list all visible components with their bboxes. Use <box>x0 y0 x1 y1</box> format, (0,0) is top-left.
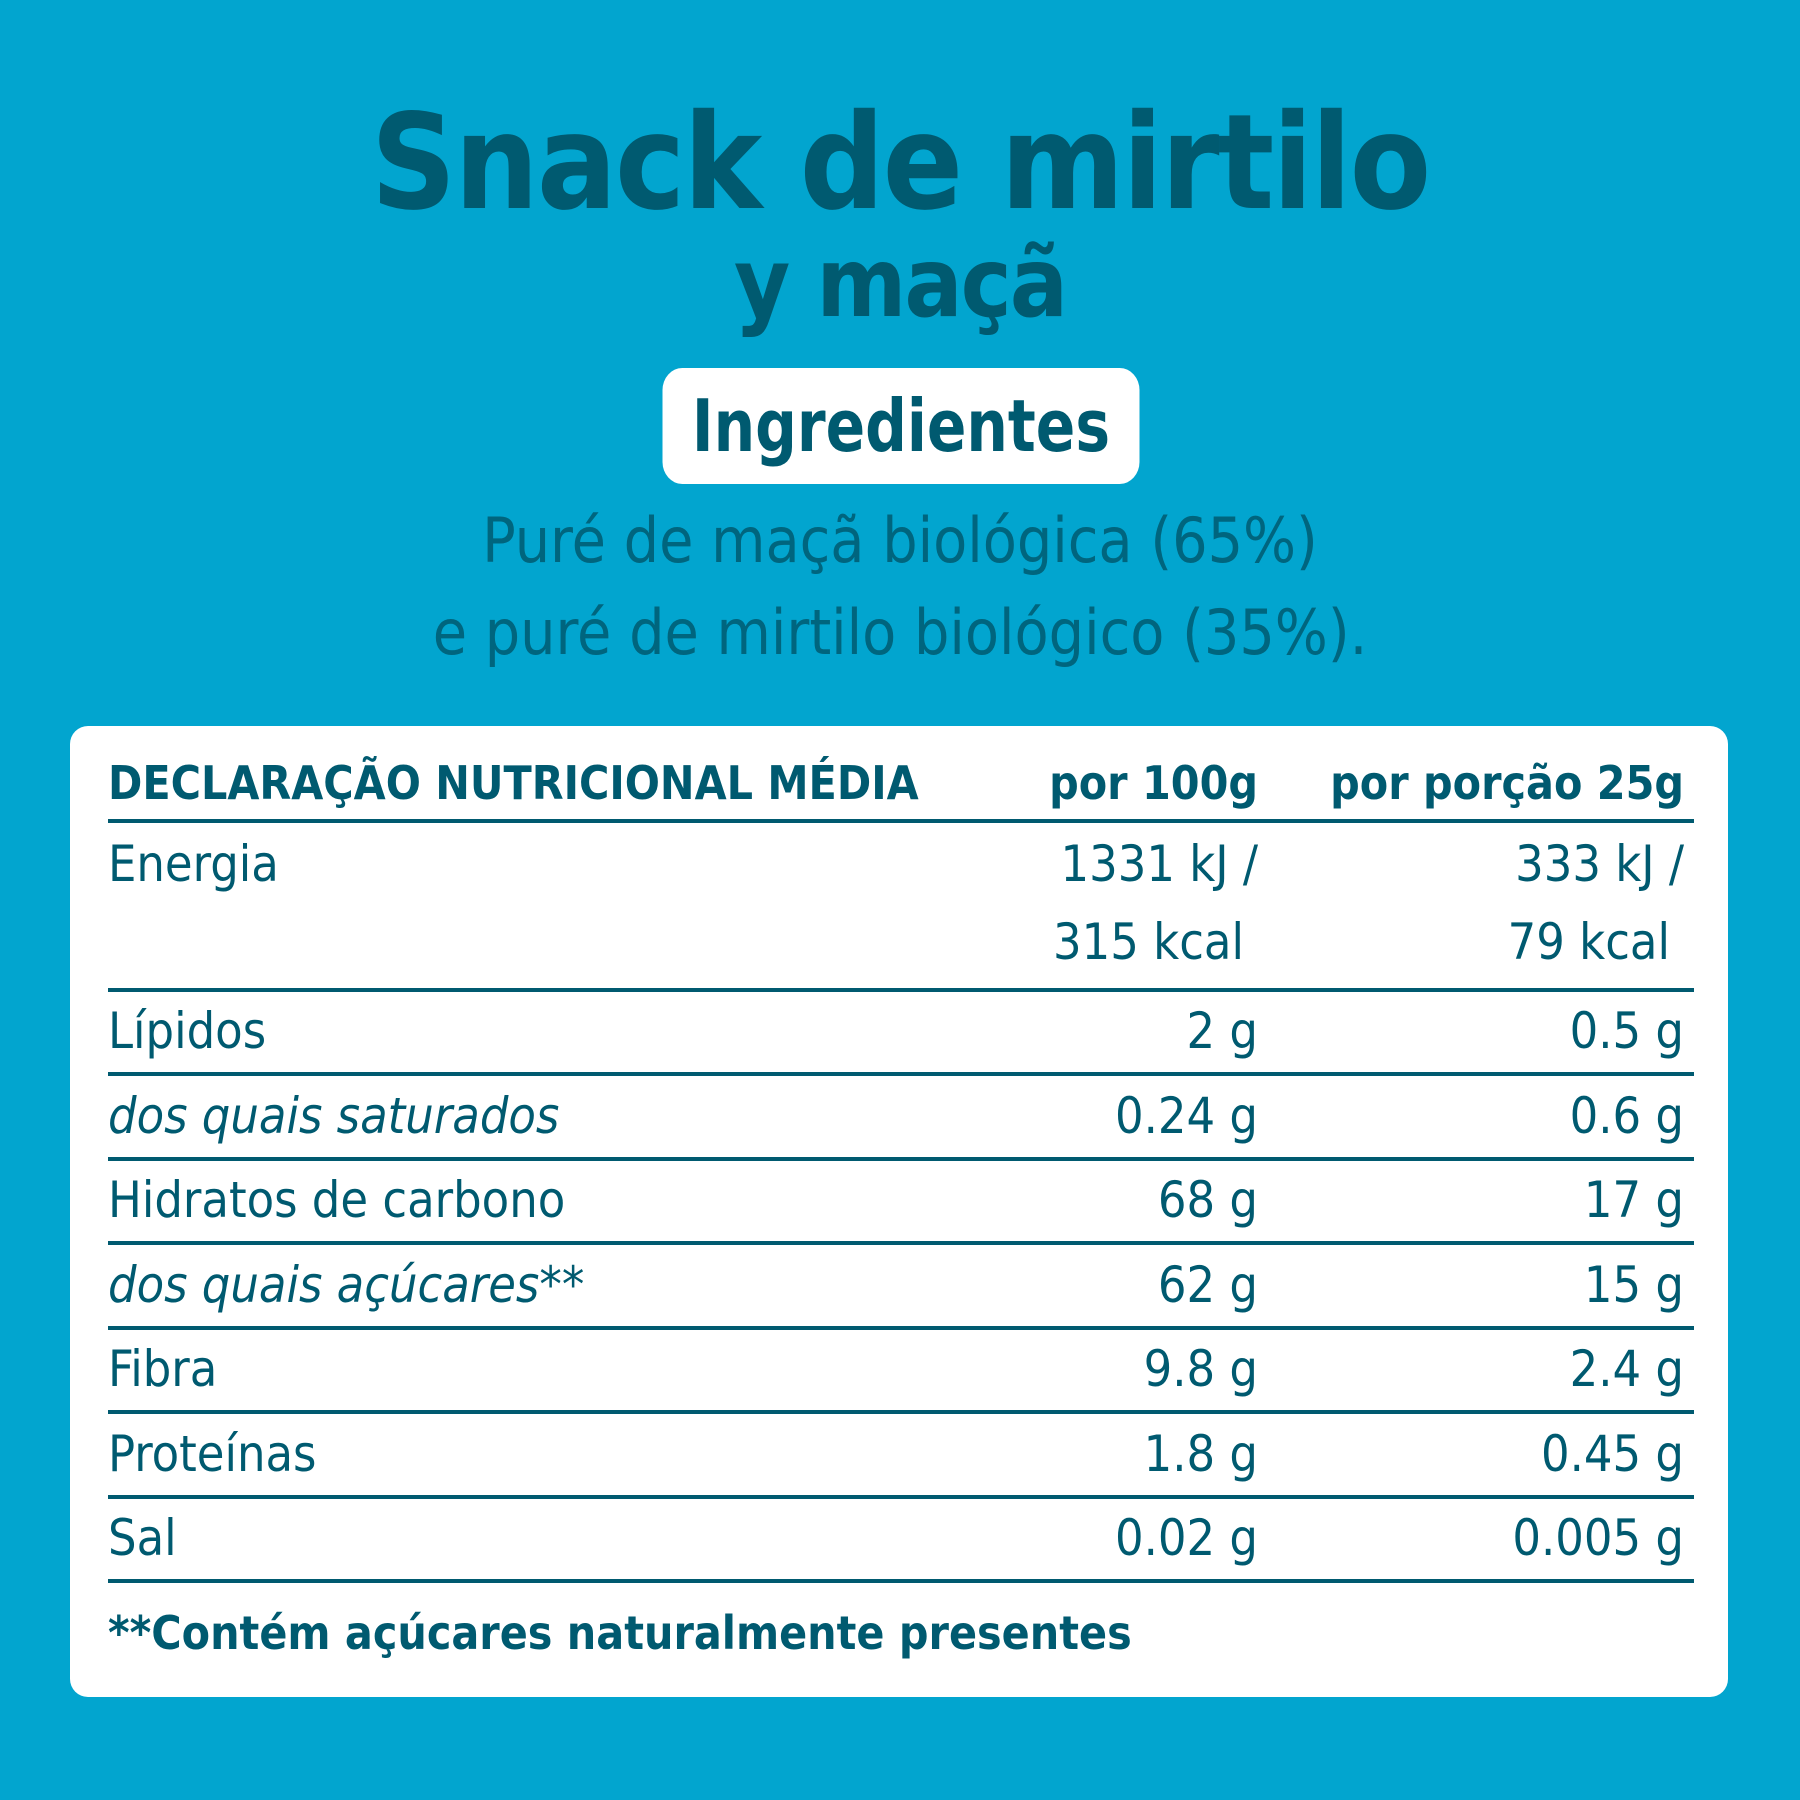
energy-100g-kj: 1331 kJ / <box>1060 835 1259 893</box>
table-row: Lípidos 2 g 0.5 g <box>108 992 1694 1076</box>
table-row: Proteínas 1.8 g 0.45 g <box>108 1415 1694 1499</box>
value-per-100g: 68 g <box>1157 1171 1258 1229</box>
value-per-portion: 0.5 g <box>1569 1002 1684 1060</box>
row-label: dos quais saturados <box>108 1086 560 1145</box>
row-label: Hidratos de carbono <box>108 1171 566 1229</box>
value-per-portion: 0.6 g <box>1569 1086 1684 1145</box>
value-per-portion: 0.45 g <box>1541 1424 1684 1483</box>
table-row: Hidratos de carbono 68 g 17 g <box>108 1161 1694 1245</box>
product-title: Snack de mirtilo <box>370 86 1431 240</box>
table-row-energy: Energia 1331 kJ / 315 kcal 333 kJ / 79 k… <box>108 823 1694 992</box>
value-per-100g: 0.02 g <box>1115 1509 1258 1567</box>
value-per-portion: 2.4 g <box>1569 1340 1684 1398</box>
ingredients-line-2: e puré de mirtilo biológico (35%). <box>432 596 1368 669</box>
row-label: dos quais açúcares** <box>108 1255 585 1314</box>
header-label: DECLARAÇÃO NUTRICIONAL MÉDIA <box>108 756 919 810</box>
value-per-100g: 1.8 g <box>1143 1424 1258 1483</box>
value-per-portion: 17 g <box>1583 1171 1684 1229</box>
row-label: Proteínas <box>108 1424 317 1483</box>
energy-portion-kcal: 79 kcal <box>1507 913 1670 971</box>
value-per-portion: 0.005 g <box>1512 1509 1684 1567</box>
ingredients-label: Ingredientes <box>662 368 1140 484</box>
footnote: **Contém açúcares naturalmente presentes <box>108 1606 1132 1660</box>
table-row: dos quais açúcares** 62 g 15 g <box>108 1246 1694 1330</box>
table-row: dos quais saturados 0.24 g 0.6 g <box>108 1077 1694 1161</box>
table-row: Fibra 9.8 g 2.4 g <box>108 1330 1694 1414</box>
row-label: Lípidos <box>108 1002 267 1060</box>
ingredients-line-1: Puré de maçã biológica (65%) <box>482 504 1318 577</box>
value-per-100g: 62 g <box>1157 1255 1258 1314</box>
table-header: DECLARAÇÃO NUTRICIONAL MÉDIA por 100g po… <box>108 756 1694 823</box>
nutrition-table: DECLARAÇÃO NUTRICIONAL MÉDIA por 100g po… <box>70 726 1728 1697</box>
energy-portion-kj: 333 kJ / <box>1515 835 1684 893</box>
header-per-100g: por 100g <box>1049 756 1258 810</box>
value-per-100g: 0.24 g <box>1115 1086 1258 1145</box>
value-per-portion: 15 g <box>1583 1255 1684 1314</box>
row-label: Sal <box>108 1509 177 1567</box>
energy-100g-kcal: 315 kcal <box>1053 913 1244 971</box>
header-per-portion: por porção 25g <box>1330 756 1684 810</box>
table-row: Sal 0.02 g 0.005 g <box>108 1499 1694 1583</box>
value-per-100g: 9.8 g <box>1143 1340 1258 1398</box>
product-subtitle: y maçã <box>733 227 1068 339</box>
row-label: Fibra <box>108 1340 218 1398</box>
row-label: Energia <box>108 835 279 893</box>
value-per-100g: 2 g <box>1186 1002 1258 1060</box>
